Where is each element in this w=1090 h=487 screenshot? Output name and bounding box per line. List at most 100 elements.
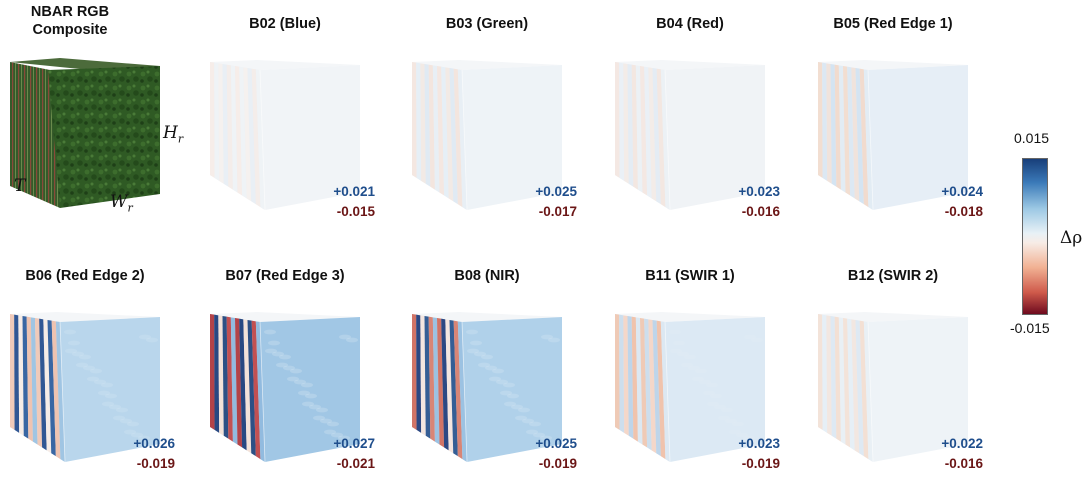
cube-texture-mark <box>481 354 493 360</box>
cube-texture-mark <box>526 429 538 435</box>
min-value: -0.019 <box>538 456 577 471</box>
cube-texture-mark <box>729 429 741 435</box>
panel-b07: B07 (Red Edge 3) +0.027 -0.021 <box>185 262 385 487</box>
cube-texture-mark <box>298 390 310 396</box>
cube-texture-mark <box>139 334 151 340</box>
cube-side-stripe <box>826 315 832 436</box>
cube-texture-mark <box>714 404 726 410</box>
cube-side-stripe <box>226 64 233 190</box>
panel-title: B11 (SWIR 1) <box>645 268 735 284</box>
cube-side-stripe <box>441 66 449 199</box>
cube-front-face <box>868 65 968 210</box>
band-cube <box>10 312 160 463</box>
panel-b08: B08 (NIR) +0.025 -0.019 <box>387 262 587 487</box>
cube-texture-mark <box>120 418 132 424</box>
cube-texture-mark <box>677 351 689 357</box>
rgb-composite-cube <box>10 58 160 208</box>
cube-top-face <box>210 60 360 70</box>
panel-b03: B03 (Green) +0.025 -0.017 <box>387 10 587 235</box>
cube-side-stripe <box>210 314 215 430</box>
cube-edge <box>59 321 66 463</box>
cube-side-stripe <box>843 318 851 448</box>
cube-front-face <box>60 317 160 462</box>
cube-texture-mark <box>98 390 110 396</box>
cube-side-stripe <box>851 67 860 202</box>
cube-texture-mark <box>684 354 696 360</box>
cube-side-stripe <box>855 68 864 205</box>
cube-top-face <box>615 60 765 70</box>
cube-texture-mark <box>489 376 501 382</box>
cube-side-stripe <box>847 318 855 451</box>
cube-side-stripe <box>230 317 238 445</box>
cube-texture-mark <box>548 337 560 343</box>
panel-b02: B02 (Blue) +0.021 -0.015 <box>185 10 385 235</box>
cube-texture-mark <box>740 443 752 449</box>
cube-front-face <box>462 317 562 462</box>
cube-texture-mark <box>113 415 125 421</box>
cube-texture-mark <box>65 348 77 354</box>
cube-top-face <box>818 312 968 322</box>
cube-side-stripe <box>412 62 417 178</box>
cube-side-stripe <box>660 69 670 210</box>
cube-texture-mark <box>127 421 139 427</box>
cube-side-stripe <box>255 69 265 210</box>
cube-side-stripe <box>652 68 661 205</box>
cube-top-face <box>615 312 765 322</box>
min-value: -0.016 <box>741 204 780 219</box>
cube-side-stripe <box>449 68 458 205</box>
cube-side-stripe <box>619 62 625 181</box>
cube-texture-mark <box>302 401 314 407</box>
cube-texture-mark <box>94 379 106 385</box>
cube-side-stripe <box>251 68 261 208</box>
max-value: +0.023 <box>738 436 780 451</box>
cube-texture-mark <box>541 334 553 340</box>
cube-side-stripe <box>218 315 224 436</box>
cube-side-stripe <box>230 65 238 193</box>
cube-texture-mark <box>268 340 280 346</box>
cube-edge <box>867 321 874 463</box>
cube-texture-mark <box>339 334 351 340</box>
cube-texture-mark <box>744 334 756 340</box>
cube-top-face <box>412 60 562 70</box>
cube-side-stripe <box>255 321 265 462</box>
band-cube <box>615 312 765 463</box>
cube-texture-mark <box>725 418 737 424</box>
cube-front-face <box>665 317 765 462</box>
cube-texture-mark <box>515 415 527 421</box>
cube-texture-mark <box>732 421 744 427</box>
cube-side-stripe <box>635 317 643 445</box>
cube-texture-mark <box>478 362 490 368</box>
cube-texture-mark <box>467 348 479 354</box>
cube-texture-mark <box>294 379 306 385</box>
cube-side-stripe <box>834 64 841 190</box>
min-value: -0.019 <box>136 456 175 471</box>
cube-side-stripe <box>652 320 661 457</box>
cube-side-stripe <box>39 318 47 451</box>
cube-texture-mark <box>309 404 321 410</box>
cube-side-stripe <box>437 66 445 196</box>
cube-side-stripe <box>420 315 426 436</box>
cube-side-stripe <box>43 319 52 454</box>
cube-texture-mark <box>346 337 358 343</box>
cube-texture-mark <box>264 329 276 335</box>
cube-texture-mark <box>518 407 530 413</box>
cube-side-stripe <box>239 66 247 199</box>
band-cube <box>615 60 765 211</box>
cube-top-face <box>412 312 562 322</box>
cube-side-stripe <box>445 67 454 202</box>
cube-texture-mark <box>670 348 682 354</box>
cube-side-stripe <box>235 318 243 448</box>
cube-texture-mark <box>492 368 504 374</box>
cube-side-stripe <box>619 314 625 433</box>
cube-texture-mark <box>533 432 545 438</box>
cube-texture-mark <box>699 379 711 385</box>
cube-side-stripe <box>453 68 463 208</box>
cube-texture-mark <box>305 393 317 399</box>
cube-edge <box>461 69 468 211</box>
cube-texture-mark <box>504 401 516 407</box>
cube-side-stripe <box>22 316 29 439</box>
cube-top-face <box>818 60 968 70</box>
cube-side-stripe <box>635 65 643 193</box>
cube-side-stripe <box>838 317 846 445</box>
cube-side-stripe <box>416 314 422 433</box>
